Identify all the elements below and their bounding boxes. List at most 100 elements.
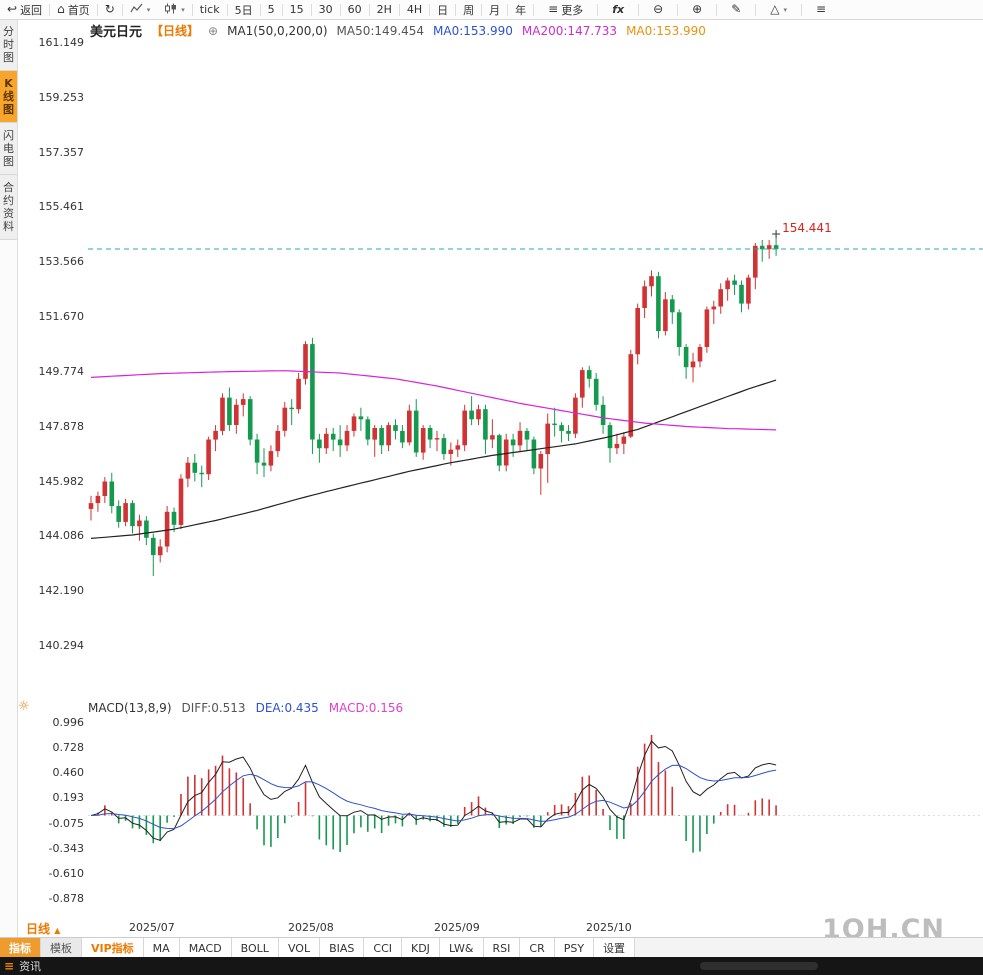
toolbar-divider [429,3,431,16]
toolbar-divider [121,3,123,16]
indicator-tab-kdj[interactable]: KDJ [402,938,440,958]
toolbar-divider [638,3,640,16]
period-60min-button[interactable]: 60 [341,0,369,19]
chevron-down-icon: ▾ [181,5,185,14]
toolbar-divider [455,3,457,16]
toolbar-divider [310,3,312,16]
caret-up-icon: ▲ [54,926,61,935]
chevron-down-icon: ▾ [146,5,151,14]
toolbar-label: 年 [515,3,527,17]
zoom-out-button[interactable]: ⊖ [639,0,677,19]
toolbar-label: 30 [318,3,333,16]
menu-button[interactable]: ≡ [802,0,840,19]
toolbar-divider [96,3,98,16]
main-chart-legend: 美元日元 【日线】 ⊕ MA1(50,0,200,0) MA50:149.454… [90,21,706,41]
ma-legend-value-3: MA0:153.990 [626,23,706,38]
toolbar-divider [533,3,535,16]
sidebar-tab-contract-info[interactable]: 合约资料 [0,175,17,240]
macd-settings-icon[interactable]: ☼ [18,699,30,714]
period-15min-button[interactable]: 15 [283,0,311,19]
fx-button[interactable]: fx [598,0,638,19]
left-sidebar: 分时图 K线图 闪电图 合约资料 [0,19,18,957]
home-button[interactable]: ⌂ 首页 [50,0,97,19]
toolbar-divider [398,3,400,16]
ma-legend-value-1: MA0:153.990 [433,23,513,38]
toolbar-label: 首页 [67,3,90,17]
expand-icon[interactable]: ⊕ [208,23,219,38]
period-5day-button[interactable]: 5日 [228,0,260,19]
toolbar-label: tick [199,3,220,16]
period-tick-button[interactable]: tick [193,0,227,19]
chevron-down-icon: ▾ [783,5,788,14]
sidebar-tab-lightning-chart[interactable]: 闪电图 [0,123,17,175]
indicator-tab-vip-indicator[interactable]: VIP指标 [82,938,144,958]
period-5min-button[interactable]: 5 [261,0,282,19]
news-menu-icon[interactable]: ≡ [4,959,15,973]
news-tab-label[interactable]: 资讯 [19,960,42,973]
refresh-icon: ↻ [104,2,115,16]
toolbar-divider [281,3,283,16]
home-icon: ⌂ [57,2,65,16]
period-4h-button[interactable]: 4H [400,0,429,19]
indicator-tab-ma[interactable]: MA [143,938,180,958]
top-toolbar: ↩ 返回 ⌂ 首页 ↻ ▾ ▾ tick 5日 5 15 30 60 2H 4H 日周月年 ≡ 更多 fx ⊖ ⊕ ✎ △ ▾… [0,0,983,20]
indicator-tab-indicator[interactable]: 指标 [0,938,41,958]
refresh-button[interactable]: ↻ [98,0,122,19]
indicator-tab-rsi[interactable]: RSI [483,938,521,958]
chart-style-candle-button[interactable]: ▾ [157,0,192,19]
indicator-tab-vol[interactable]: VOL [278,938,321,958]
indicator-tab-lw[interactable]: LW& [439,938,484,958]
period-day-button[interactable]: 日 [430,0,455,19]
symbol-title: 美元日元 [90,25,143,40]
toolbar-label: 60 [347,3,362,16]
shapes-tool-icon: △ [770,2,780,16]
macd-legend-value-2: DEA:0.435 [255,701,319,715]
indicator-tab-macd[interactable]: MACD [179,938,232,958]
scroll-handle[interactable] [700,962,818,970]
shapes-tool-button[interactable]: △ ▾ [756,0,801,19]
ma200-line [90,370,777,431]
sidebar-tab-time-chart[interactable]: 分时图 [0,19,17,71]
draw-tool-icon: ✎ [731,2,742,16]
indicator-tab-settings[interactable]: 设置 [594,938,636,958]
chart-style-line-button[interactable]: ▾ [123,0,158,19]
toolbar-label: 更多 [561,3,584,17]
period-30min-button[interactable]: 30 [312,0,340,19]
main-price-pane: 154.441 [88,221,983,576]
indicator-tab-template[interactable]: 模板 [41,938,82,958]
toolbar-divider [677,3,679,16]
zoom-in-button[interactable]: ⊕ [678,0,716,19]
period-dropdown[interactable]: 日线 ▲ [26,920,60,937]
toolbar-divider [507,3,509,16]
toolbar-label: 日 [437,3,449,17]
sidebar-tab-kline-chart[interactable]: K线图 [0,71,17,123]
indicator-tab-cr[interactable]: CR [520,938,555,958]
period-year-button[interactable]: 年 [508,0,533,19]
ma-settings-label: MA1(50,0,200,0) [227,23,328,38]
period-month-button[interactable]: 月 [482,0,507,19]
period-week-button[interactable]: 周 [456,0,481,19]
toolbar-label: 15 [289,3,304,16]
more-button[interactable]: ≡ 更多 [534,0,597,19]
draw-tool-button[interactable]: ✎ [717,0,755,19]
session-high-label: 154.441 [782,221,832,235]
indicator-toolbar: 指标 模板 VIP指标 MA MACD BOLL VOL BIAS CCI KDJ LW& RSI CR… [0,937,983,958]
toolbar-label: 5日 [234,3,253,17]
indicator-tab-boll[interactable]: BOLL [231,938,279,958]
back-button[interactable]: ↩ 返回 [0,0,49,19]
indicator-tab-psy[interactable]: PSY [554,938,595,958]
chart-style-candle-icon [164,3,177,17]
indicator-tab-cci[interactable]: CCI [364,938,402,958]
macd-pane [88,734,983,853]
menu-icon: ≡ [816,2,827,16]
more-icon: ≡ [548,2,559,16]
toolbar-label: 周 [463,3,475,17]
diff-line [90,740,777,841]
macd-legend: MACD(13,8,9) DIFF:0.513 DEA:0.435 MACD:0.15… [88,701,403,715]
macd-legend-value-1: DIFF:0.513 [181,701,246,715]
indicator-tab-bias[interactable]: BIAS [320,938,365,958]
status-bar: ≡ 资讯 [0,957,983,975]
toolbar-label: 月 [489,3,501,17]
period-2h-button[interactable]: 2H [370,0,399,19]
